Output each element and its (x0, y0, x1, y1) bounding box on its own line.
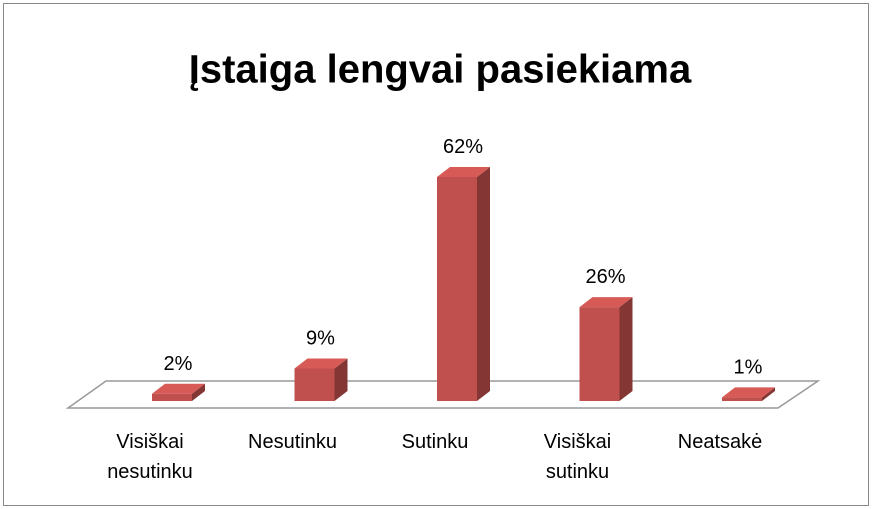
bar (722, 387, 775, 401)
chart-border (3, 3, 869, 506)
bar (294, 358, 348, 401)
bar-side (762, 387, 775, 401)
bar-top (722, 387, 775, 398)
bar-top (437, 167, 490, 177)
bar-side (477, 167, 490, 401)
bar-front (294, 368, 335, 401)
bar (579, 297, 633, 401)
chart-title: Įstaiga lengvai pasiekiama (189, 48, 692, 92)
bar-side (192, 383, 205, 401)
data-label: 9% (306, 327, 335, 349)
bar-top (152, 383, 205, 394)
data-label: 2% (164, 353, 193, 375)
x-tick-label: Sutinku (401, 431, 469, 453)
bar-front (152, 393, 192, 401)
bar-front (722, 397, 762, 401)
bar-side (619, 297, 633, 401)
x-tick-label: Visiškai nesutinku (107, 431, 193, 483)
bar-top (579, 297, 633, 308)
x-tick-label: Visiškai sutinku (543, 431, 612, 483)
bar (152, 383, 205, 401)
x-tick-label: Neatsakė (677, 431, 763, 453)
x-tick-label: Nesutinku (248, 431, 337, 453)
bar-top (294, 358, 348, 369)
data-label: 1% (734, 356, 763, 378)
bar (437, 167, 490, 401)
bar-front (437, 177, 477, 401)
data-label: 26% (585, 266, 625, 288)
bar-front (579, 307, 620, 401)
bar-side (334, 358, 348, 401)
data-label: 62% (443, 136, 483, 158)
